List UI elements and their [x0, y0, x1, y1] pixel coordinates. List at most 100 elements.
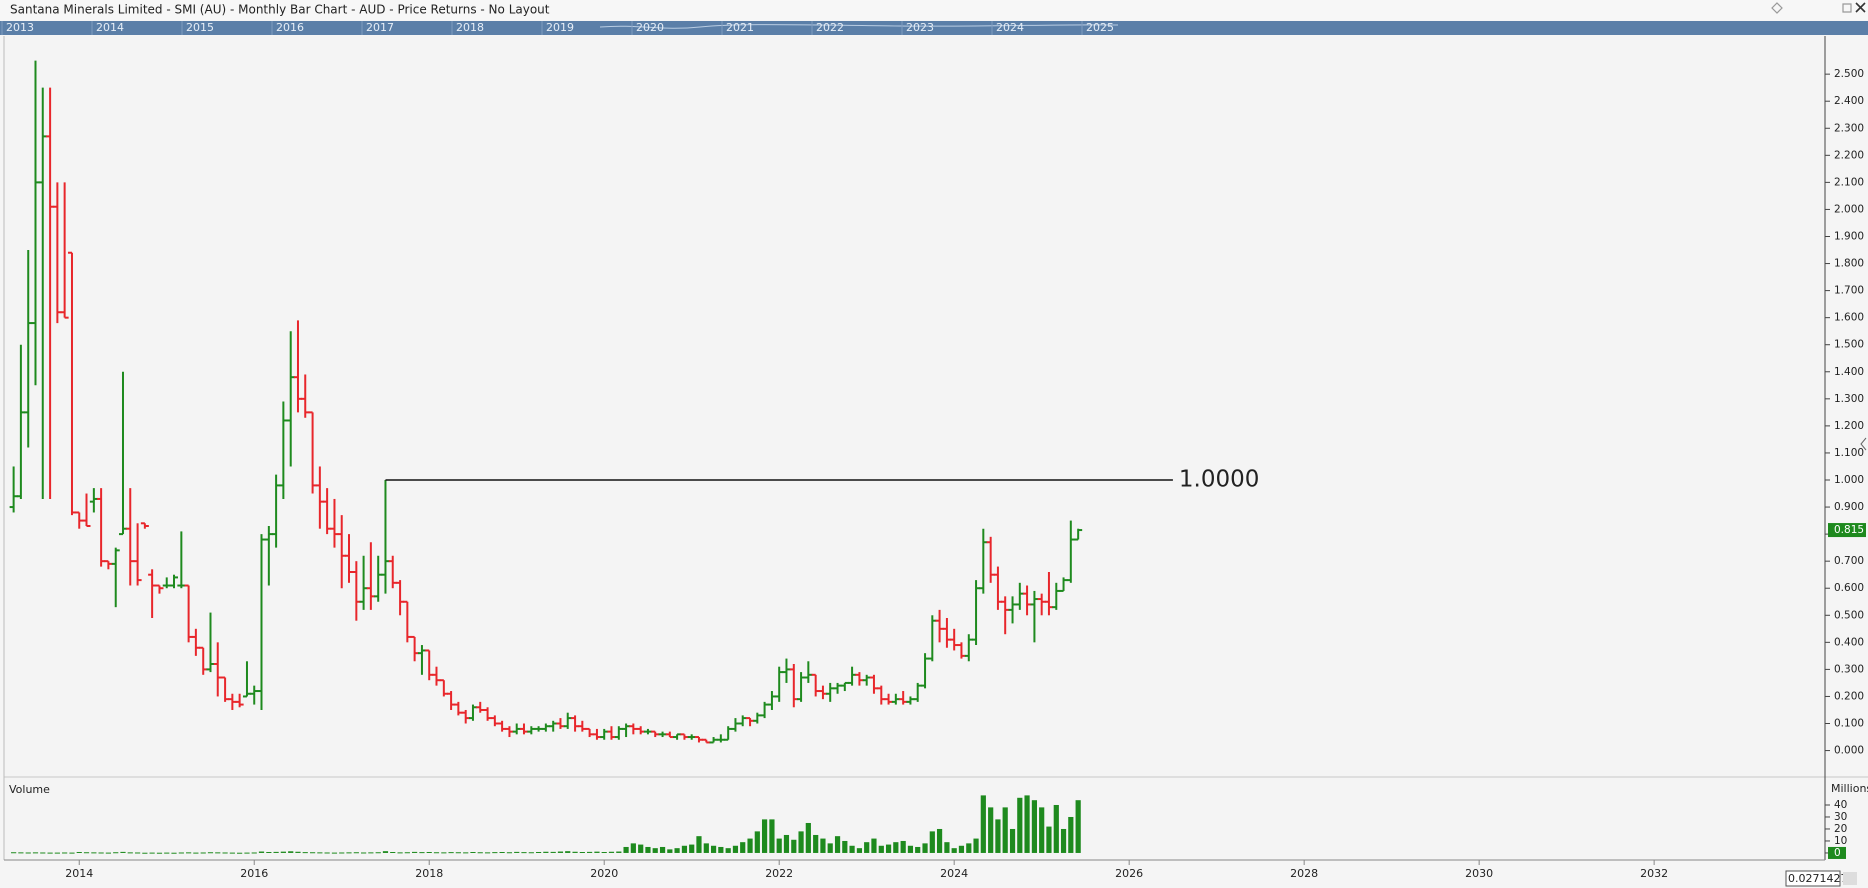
- y-tick-label: 1.900: [1834, 230, 1864, 242]
- volume-bar: [470, 852, 476, 854]
- volume-bar: [375, 852, 381, 854]
- volume-bar: [83, 852, 90, 854]
- volume-bar: [958, 845, 965, 853]
- x-tick-label: 2022: [765, 867, 793, 880]
- volume-bar: [915, 846, 921, 853]
- volume-bar: [929, 831, 935, 853]
- volume-bar: [382, 851, 389, 853]
- volume-bar: [535, 852, 542, 854]
- volume-bar: [966, 843, 972, 853]
- y-tick-label: 1.000: [1834, 474, 1864, 486]
- volume-bar: [572, 851, 578, 853]
- volume-bar: [339, 852, 345, 854]
- y-tick-label: 0.600: [1834, 582, 1864, 594]
- volume-bar: [455, 852, 461, 854]
- y-tick-label: 0.400: [1834, 636, 1864, 648]
- volume-bar: [178, 852, 184, 854]
- x-tick-label: 2014: [65, 867, 93, 880]
- volume-bar: [1009, 828, 1016, 853]
- volume-bar: [1039, 807, 1045, 853]
- volume-bars: [11, 795, 1081, 854]
- volume-bar: [499, 852, 505, 854]
- volume-bar: [557, 851, 564, 853]
- volume-bar: [215, 852, 221, 854]
- volume-bar: [412, 851, 418, 853]
- volume-bar: [514, 851, 520, 853]
- volume-bar: [441, 852, 447, 854]
- volume-bar: [127, 852, 133, 854]
- x-tick-label: 2018: [415, 867, 443, 880]
- volume-bar: [237, 852, 243, 854]
- volume-bar: [681, 845, 688, 853]
- volume-bar: [747, 838, 753, 853]
- volume-bar: [689, 844, 695, 853]
- volume-bar: [244, 852, 250, 854]
- volume-bar: [521, 852, 527, 854]
- volume-bar: [849, 845, 855, 853]
- xy-lock[interactable]: [1843, 872, 1857, 885]
- navigator[interactable]: [0, 21, 1868, 35]
- volume-bar: [18, 852, 24, 854]
- volume-bar: [703, 843, 709, 853]
- icon-restore[interactable]: [1842, 3, 1852, 13]
- window-controls[interactable]: [1771, 2, 1866, 14]
- y-tick-label: 0.000: [1834, 745, 1864, 757]
- crosshair-readout: 0.0271427: [1788, 872, 1848, 885]
- volume-bar: [732, 845, 739, 853]
- volume-bar: [288, 851, 294, 853]
- volume-bar: [47, 852, 53, 854]
- volume-bar: [506, 852, 513, 854]
- y-tick-label: 40: [1834, 799, 1847, 811]
- volume-bar: [171, 852, 177, 854]
- volume-bar: [900, 840, 906, 853]
- y-tick-label: 1.700: [1834, 285, 1864, 297]
- x-tick-label: 2028: [1290, 867, 1318, 880]
- navigator-year: 2021: [726, 21, 754, 34]
- volume-bar: [156, 852, 163, 854]
- navigator-year: 2016: [276, 21, 304, 34]
- volume-bar: [309, 852, 316, 854]
- y-tick-label: 0.100: [1834, 718, 1864, 730]
- volume-bar: [834, 836, 841, 853]
- y-tick-label: 1.600: [1834, 312, 1864, 324]
- volume-bar: [484, 852, 491, 854]
- icon-close[interactable]: [1855, 2, 1866, 13]
- volume-bar: [229, 852, 235, 854]
- y-tick-label: 2.500: [1834, 68, 1864, 80]
- volume-bar: [543, 851, 549, 853]
- navigator-year: 2018: [456, 21, 484, 34]
- volume-bar: [776, 838, 782, 853]
- last-price-label: 0.815: [1834, 524, 1864, 536]
- volume-bar: [871, 838, 877, 853]
- volume-bar: [769, 819, 775, 853]
- volume-bar: [25, 852, 31, 854]
- tick-highlight: [1828, 846, 1846, 859]
- volume-bar: [725, 848, 731, 853]
- volume-bar: [353, 852, 359, 854]
- navigator-year: 2022: [816, 21, 844, 34]
- volume-bar: [186, 852, 192, 854]
- volume-bar: [1031, 800, 1038, 853]
- x-tick-label: 2032: [1640, 867, 1668, 880]
- volume-bar: [1060, 828, 1067, 853]
- volume-bar: [113, 852, 119, 854]
- volume-bar: [842, 840, 848, 853]
- volume-bar: [266, 852, 272, 854]
- y-tick-label: 2.100: [1834, 176, 1864, 188]
- collapse-arrow[interactable]: [1860, 437, 1867, 451]
- volume-bar: [550, 851, 556, 853]
- volume-bar: [594, 851, 600, 853]
- volume-bar: [32, 852, 39, 854]
- volume-bar: [120, 851, 126, 853]
- icon-diamond[interactable]: [1771, 2, 1783, 14]
- volume-bar: [419, 852, 425, 854]
- title-bar: [0, 0, 1868, 20]
- volume-axis-label: Millions: [1831, 782, 1868, 795]
- volume-bar: [630, 843, 636, 853]
- y-tick-label: 1.200: [1834, 420, 1864, 432]
- volume-bar: [390, 852, 396, 854]
- volume-bar: [1068, 816, 1074, 853]
- volume-bar: [193, 852, 199, 854]
- y-tick-label: 2.300: [1834, 122, 1864, 134]
